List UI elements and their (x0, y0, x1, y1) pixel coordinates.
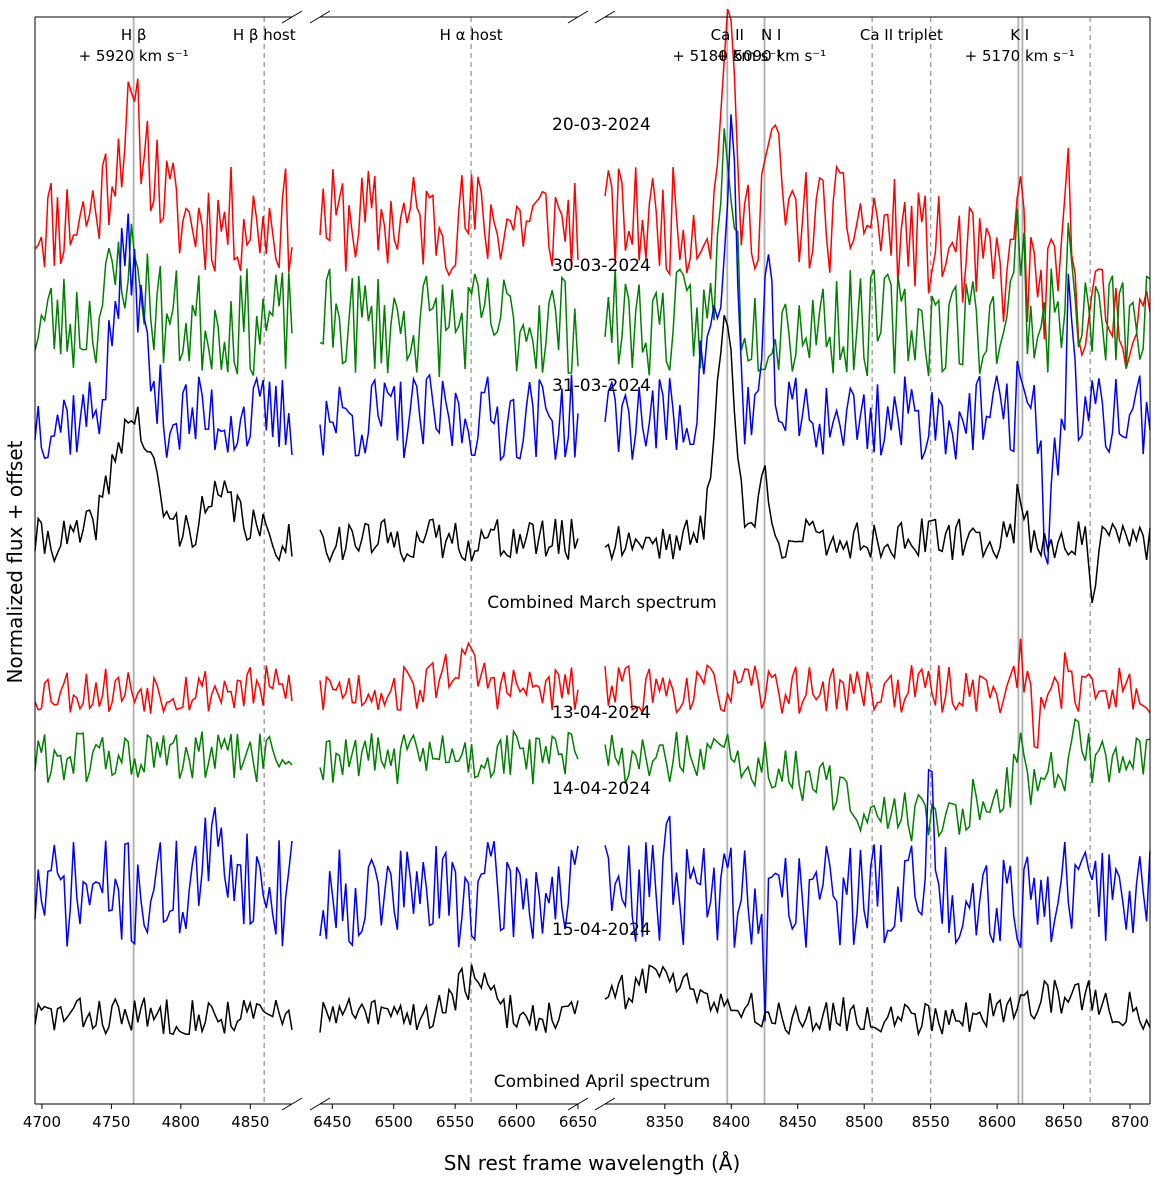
x-tick-label: 4850 (231, 1113, 269, 1131)
axis-break-mark (594, 10, 616, 24)
series-3-panel-1-trace (34, 213, 293, 459)
x-tick-label: 8350 (646, 1113, 684, 1131)
series-5-panel-2-trace (319, 641, 579, 711)
x-tick-label: 6600 (497, 1113, 535, 1131)
x-tick-label: 6650 (559, 1113, 597, 1131)
series-label: 15-04-2024 (552, 920, 651, 940)
series-label: Combined April spectrum (494, 1072, 710, 1092)
x-tick-label: 8600 (978, 1113, 1016, 1131)
series-6 (34, 717, 1151, 842)
series-label: 30-03-2024 (552, 256, 651, 276)
series-6-panel-1-trace (34, 731, 293, 783)
x-tick-label: 6450 (313, 1113, 351, 1131)
series-7-panel-2-trace (319, 840, 579, 948)
x-axis-label: SN rest frame wavelength (Å) (444, 1151, 741, 1175)
annotation-1: H β + 5920 km s⁻¹ (79, 26, 189, 65)
series-2-panel-3-trace (604, 128, 1151, 377)
series-6-panel-2-trace (319, 728, 579, 785)
series-label: 20-03-2024 (552, 115, 651, 135)
series-4-panel-1-trace (34, 406, 293, 564)
x-tick-label: 8400 (712, 1113, 750, 1131)
axis-break-mark (281, 10, 303, 24)
series-1-panel-1-trace (34, 78, 293, 273)
annotation-label: K I (1010, 26, 1029, 44)
series-8-panel-2-trace (319, 964, 579, 1033)
axis-break-mark (567, 10, 589, 24)
series-7-panel-3-trace (604, 768, 1151, 1022)
annotation-label: + 5180 km s⁻¹ (672, 47, 782, 65)
series-label: 31-03-2024 (552, 376, 651, 396)
series-2-panel-2-trace (319, 268, 579, 378)
series-label: Combined March spectrum (487, 593, 716, 613)
series-5-panel-3-trace (604, 638, 1151, 749)
x-tick-label: 4700 (23, 1113, 61, 1131)
x-tick-label: 8650 (1045, 1113, 1083, 1131)
axis-break-mark (281, 1097, 303, 1111)
x-tick-label: 6550 (436, 1113, 474, 1131)
annotation-5: N I + 5090 km s⁻¹ (716, 26, 826, 65)
x-tick-label: 6500 (375, 1113, 413, 1131)
series-1 (34, 8, 1151, 369)
axis-break-mark (594, 1097, 616, 1111)
series-1-panel-3-trace (604, 8, 1151, 369)
series-5-panel-1-trace (34, 665, 293, 715)
series-4-panel-2-trace (319, 518, 579, 564)
series-7 (34, 768, 1151, 1022)
series-1-panel-2-trace (319, 169, 579, 277)
annotation-2: H β host (233, 26, 296, 44)
annotation-label: N I (761, 26, 781, 44)
series-3-panel-2-trace (319, 373, 579, 462)
axis-break-mark (309, 1097, 331, 1111)
y-axis-label: Normalized flux + offset (3, 440, 27, 683)
x-tick-label: 4800 (162, 1113, 200, 1131)
series-label: 14-04-2024 (552, 779, 651, 799)
x-tick-label: 8550 (912, 1113, 950, 1131)
annotation-label: + 5920 km s⁻¹ (79, 47, 189, 65)
annotation-7: K I + 5170 km s⁻¹ (965, 26, 1075, 65)
annotation-label: Ca II triplet (860, 26, 943, 44)
annotation-label: + 5170 km s⁻¹ (965, 47, 1075, 65)
annotation-label: + 5090 km s⁻¹ (716, 47, 826, 65)
x-tick-label: 4750 (92, 1113, 130, 1131)
series-8-panel-1-trace (34, 996, 293, 1036)
series-6-panel-3-trace (604, 717, 1151, 842)
series-8 (34, 964, 1151, 1037)
series-4-panel-3-trace (604, 314, 1151, 604)
series-label: 13-04-2024 (552, 703, 651, 723)
series-8-panel-3-trace (604, 964, 1151, 1037)
annotation-label: H β host (233, 26, 296, 44)
series-3 (34, 114, 1151, 565)
series-4 (34, 314, 1151, 604)
annotation-6: Ca II triplet (860, 26, 943, 44)
x-tick-label: 8500 (845, 1113, 883, 1131)
x-tick-label: 8450 (779, 1113, 817, 1131)
series-2 (34, 128, 1151, 378)
annotation-label: H β (121, 26, 147, 44)
series-5 (34, 638, 1151, 749)
annotation-4: Ca II + 5180 km s⁻¹ (672, 26, 782, 65)
series-7-panel-1-trace (34, 807, 293, 947)
series-3-panel-3-trace (604, 114, 1151, 565)
annotation-3: H α host (440, 26, 503, 44)
x-tick-label: 8700 (1111, 1113, 1149, 1131)
series-2-panel-1-trace (34, 223, 293, 376)
annotation-label: Ca II (711, 26, 744, 44)
axis-break-mark (309, 10, 331, 24)
annotation-label: H α host (440, 26, 503, 44)
